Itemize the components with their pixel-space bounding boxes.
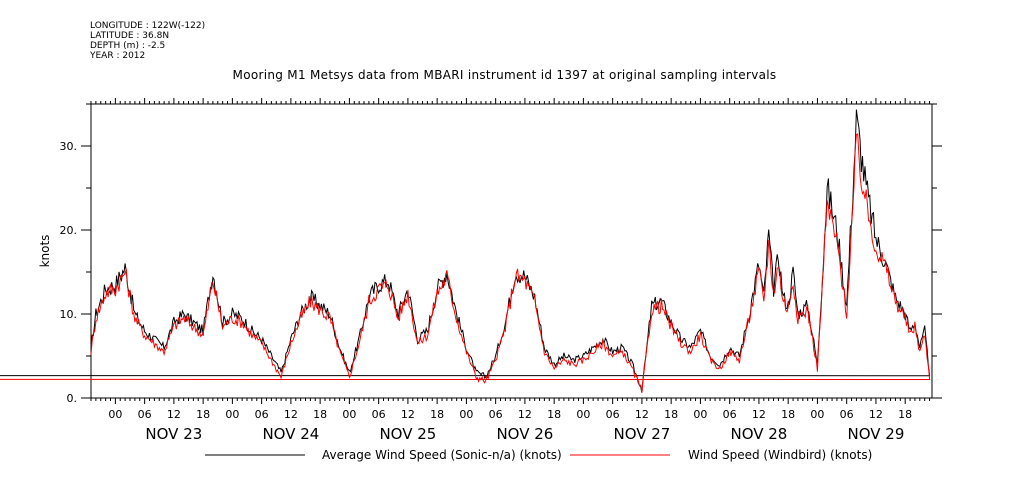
x-hour-label: 12	[752, 408, 766, 421]
x-hour-label: 06	[255, 408, 269, 421]
x-hour-label: 06	[372, 408, 386, 421]
x-hour-label: 12	[401, 408, 415, 421]
x-hour-label: 00	[108, 408, 122, 421]
latitude-label: LATITUDE : 36.8N	[90, 31, 170, 41]
axes-group: 00 06 12 18 00 06 12 18 00 06 12 18 00 06 12 18 00 06 12 18…	[38, 98, 942, 443]
x-hour-label: 18	[898, 408, 912, 421]
x-day-label: NOV 25	[379, 425, 436, 443]
x-day-label: NOV 27	[613, 425, 670, 443]
chart-title: Mooring M1 Metsys data from MBARI instru…	[232, 68, 777, 82]
x-hour-label: 00	[576, 408, 590, 421]
x-hour-label: 06	[489, 408, 503, 421]
x-hour-label: 18	[430, 408, 444, 421]
plot-frame	[90, 103, 933, 399]
x-hour-label: 00	[225, 408, 239, 421]
x-hour-label: 18	[313, 408, 327, 421]
legend-label-windbird: Wind Speed (Windbird) (knots)	[688, 448, 872, 462]
x-hour-label: 12	[284, 408, 298, 421]
x-day-label: NOV 29	[847, 425, 904, 443]
x-hour-label: 00	[693, 408, 707, 421]
x-hour-label: 00	[459, 408, 473, 421]
x-hour-label: 12	[869, 408, 883, 421]
x-hour-label: 12	[635, 408, 649, 421]
x-hour-label: 12	[167, 408, 181, 421]
station-metadata: LONGITUDE : 122W(-122) LATITUDE : 36.8N …	[90, 21, 205, 61]
x-hour-label: 00	[342, 408, 356, 421]
x-hour-label: 06	[723, 408, 737, 421]
longitude-label: LONGITUDE : 122W(-122)	[90, 21, 206, 31]
y-tick-label: 0.	[67, 392, 78, 405]
x-hour-label: 18	[196, 408, 210, 421]
series-group	[0, 109, 931, 393]
year-label: YEAR : 2012	[90, 51, 146, 61]
x-day-label: NOV 24	[262, 425, 319, 443]
x-hour-label: 18	[664, 408, 678, 421]
depth-label: DEPTH (m) : -2.5	[90, 41, 166, 51]
y-tick-label: 10.	[60, 308, 78, 321]
y-tick-label: 20.	[60, 224, 78, 237]
x-day-label: NOV 23	[145, 425, 202, 443]
x-hour-label: 00	[810, 408, 824, 421]
y-axis-label: knots	[38, 235, 52, 268]
legend-label-average-sonic: Average Wind Speed (Sonic-n/a) (knots)	[322, 448, 562, 462]
x-hour-label: 06	[138, 408, 152, 421]
x-hour-label: 06	[606, 408, 620, 421]
x-hour-label: 18	[547, 408, 561, 421]
x-hour-label: 18	[781, 408, 795, 421]
x-day-label: NOV 28	[730, 425, 787, 443]
series-line-windbird	[0, 132, 931, 393]
series-line-average-sonic	[0, 109, 931, 393]
legend: Average Wind Speed (Sonic-n/a) (knots) Wi…	[205, 448, 872, 462]
x-hour-label: 06	[840, 408, 854, 421]
x-hour-label: 12	[518, 408, 532, 421]
y-tick-label: 30.	[60, 140, 78, 153]
x-day-label: NOV 26	[496, 425, 553, 443]
